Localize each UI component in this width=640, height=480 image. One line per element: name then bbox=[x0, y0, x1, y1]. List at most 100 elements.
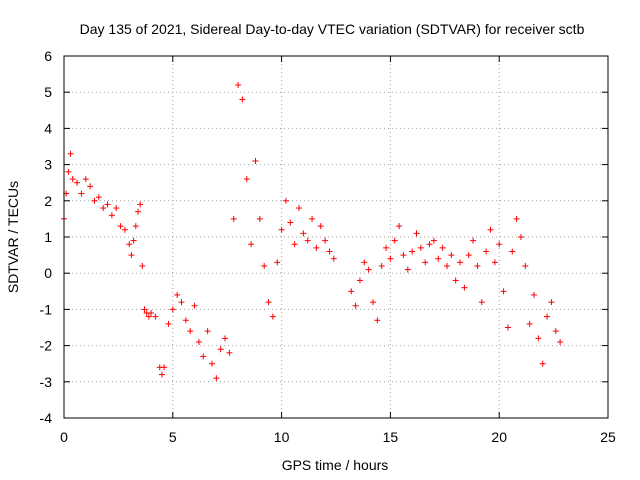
data-point bbox=[141, 306, 148, 313]
data-point bbox=[465, 252, 472, 259]
data-point bbox=[387, 255, 394, 262]
data-point bbox=[287, 219, 294, 226]
data-point bbox=[361, 259, 368, 266]
y-tick-label: 6 bbox=[44, 48, 52, 64]
data-point bbox=[400, 252, 407, 259]
data-point bbox=[117, 223, 124, 230]
data-point bbox=[478, 299, 485, 306]
data-point bbox=[128, 252, 135, 259]
x-tick-labels: 0 5 10 15 20 25 bbox=[60, 429, 616, 445]
data-point bbox=[87, 183, 94, 190]
data-point bbox=[182, 317, 189, 324]
data-point bbox=[126, 241, 133, 248]
x-tick-label: 20 bbox=[491, 429, 507, 445]
data-point bbox=[500, 288, 507, 295]
data-point bbox=[191, 302, 198, 309]
data-point bbox=[352, 302, 359, 309]
data-point bbox=[548, 299, 555, 306]
data-point bbox=[378, 262, 385, 269]
data-point bbox=[304, 237, 311, 244]
data-point bbox=[461, 284, 468, 291]
data-point bbox=[269, 313, 276, 320]
data-point bbox=[509, 248, 516, 255]
data-point bbox=[67, 150, 74, 157]
data-points bbox=[61, 81, 564, 382]
y-tick-label: 2 bbox=[44, 193, 52, 209]
data-point bbox=[104, 201, 111, 208]
x-tick-label: 10 bbox=[274, 429, 290, 445]
data-point bbox=[278, 226, 285, 233]
data-point bbox=[239, 96, 246, 103]
data-point bbox=[430, 237, 437, 244]
data-point bbox=[200, 353, 207, 360]
data-point bbox=[300, 230, 307, 237]
x-tick-label: 5 bbox=[169, 429, 177, 445]
data-point bbox=[235, 81, 242, 88]
data-point bbox=[130, 237, 137, 244]
data-point bbox=[208, 360, 215, 367]
data-point bbox=[108, 212, 115, 219]
data-point bbox=[169, 306, 176, 313]
data-point bbox=[557, 338, 564, 345]
data-point bbox=[356, 277, 363, 284]
data-point bbox=[517, 234, 524, 240]
axis-ticks bbox=[63, 55, 609, 419]
data-point bbox=[187, 328, 194, 335]
data-point bbox=[396, 223, 403, 230]
data-point bbox=[222, 335, 229, 342]
data-point bbox=[248, 241, 255, 248]
data-point bbox=[139, 262, 146, 269]
data-point bbox=[539, 360, 546, 367]
data-point bbox=[409, 248, 416, 255]
data-point bbox=[452, 277, 459, 284]
grid-lines bbox=[64, 56, 608, 418]
data-point bbox=[348, 288, 355, 295]
data-point bbox=[470, 237, 477, 244]
data-point bbox=[552, 328, 559, 335]
data-point bbox=[95, 194, 102, 201]
x-tick-label: 0 bbox=[60, 429, 68, 445]
y-tick-label: -4 bbox=[40, 410, 53, 426]
data-point bbox=[65, 168, 72, 175]
data-point bbox=[313, 244, 320, 251]
data-point bbox=[413, 230, 420, 237]
data-point bbox=[261, 262, 268, 269]
y-tick-label: -3 bbox=[40, 374, 53, 390]
data-point bbox=[317, 223, 324, 230]
data-point bbox=[383, 244, 390, 251]
data-point bbox=[322, 237, 329, 244]
data-point bbox=[74, 179, 81, 186]
data-point bbox=[426, 241, 433, 248]
data-point bbox=[113, 205, 120, 212]
data-point bbox=[213, 375, 220, 382]
data-point bbox=[230, 215, 237, 222]
data-point bbox=[309, 215, 316, 222]
data-point bbox=[121, 226, 128, 233]
x-tick-label: 25 bbox=[600, 429, 616, 445]
y-tick-label: 4 bbox=[44, 120, 52, 136]
data-point bbox=[195, 338, 202, 345]
data-point bbox=[204, 328, 211, 335]
y-tick-label: -2 bbox=[40, 338, 53, 354]
data-point bbox=[483, 248, 490, 255]
data-point bbox=[535, 335, 542, 342]
data-point bbox=[522, 262, 529, 269]
data-point bbox=[296, 205, 303, 212]
y-tick-label: 5 bbox=[44, 84, 52, 100]
y-tick-label: 1 bbox=[44, 229, 52, 245]
data-point bbox=[282, 197, 289, 204]
data-point bbox=[443, 262, 450, 269]
y-axis-label: SDTVAR / TECUs bbox=[5, 181, 21, 293]
data-point bbox=[374, 317, 381, 324]
data-point bbox=[544, 313, 551, 320]
data-point bbox=[226, 349, 233, 356]
data-point bbox=[148, 310, 155, 317]
chart-title: Day 135 of 2021, Sidereal Day-to-day VTE… bbox=[80, 21, 585, 37]
data-point bbox=[165, 320, 172, 327]
data-point bbox=[252, 157, 259, 164]
data-point bbox=[82, 176, 89, 183]
data-point bbox=[513, 215, 520, 222]
data-point bbox=[137, 201, 144, 208]
x-axis-label: GPS time / hours bbox=[282, 457, 389, 473]
data-point bbox=[531, 291, 538, 298]
